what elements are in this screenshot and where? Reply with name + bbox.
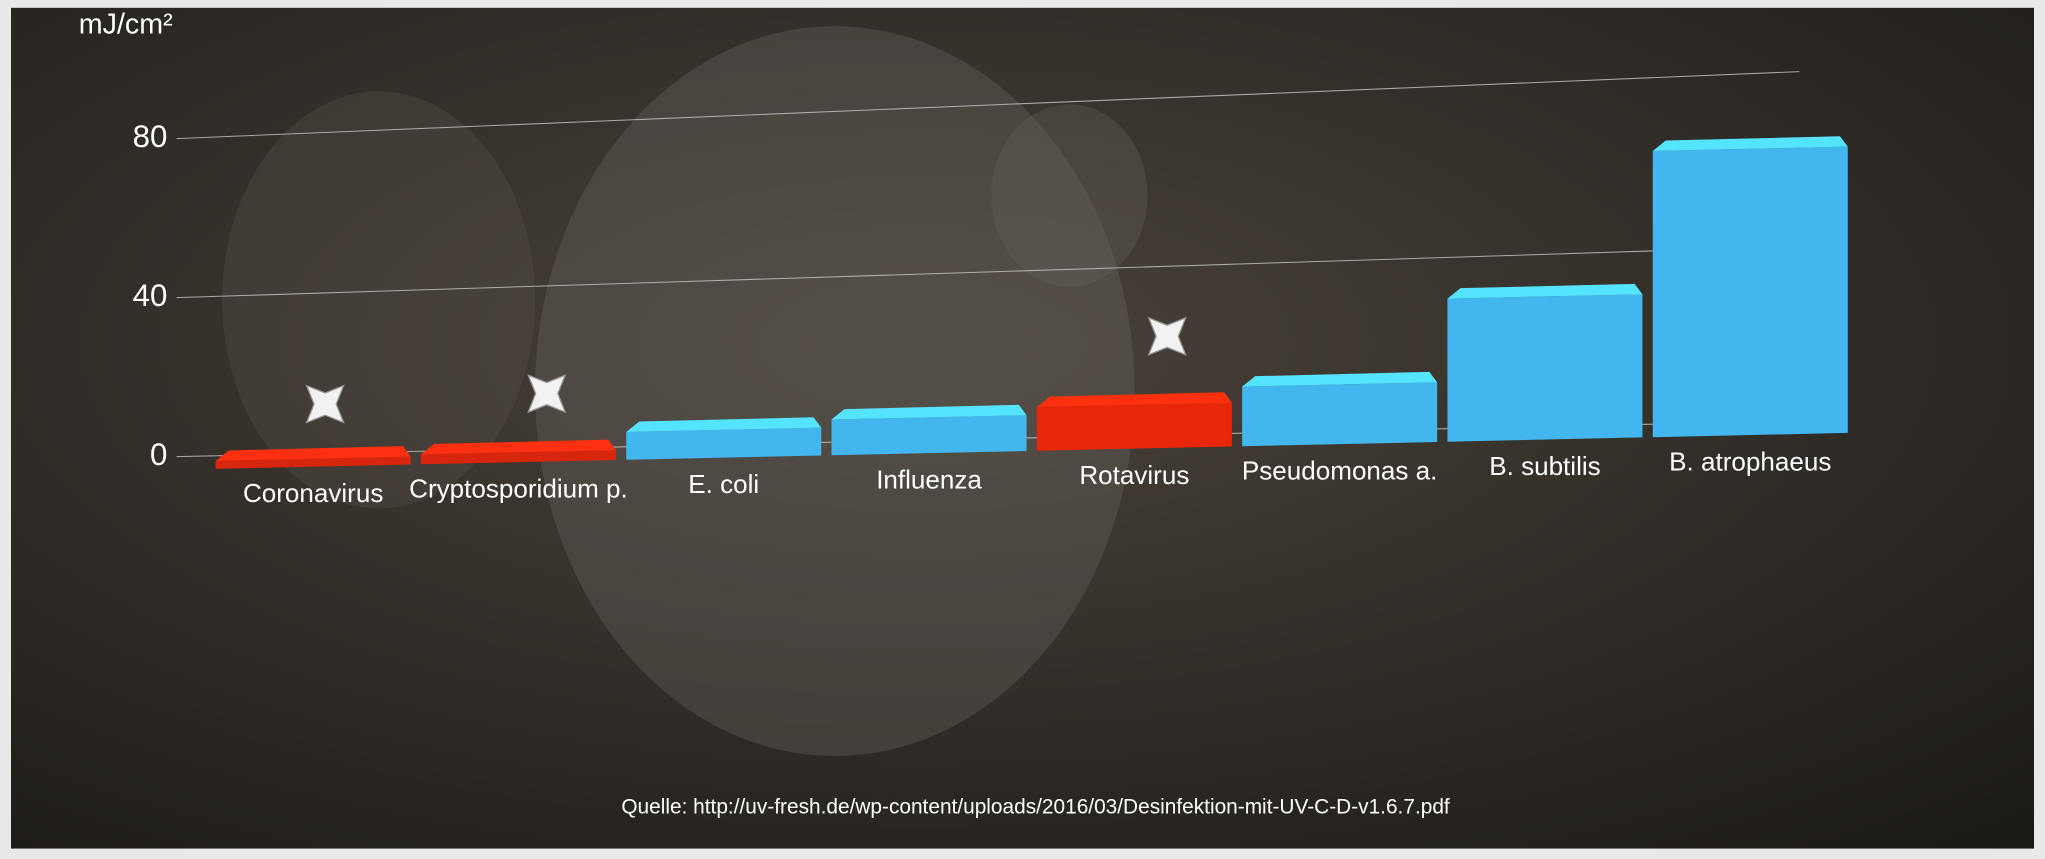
x-tick-label: B. subtilis [1489,451,1600,481]
bar [1242,382,1437,446]
bar [1653,147,1848,438]
photo-shape [991,104,1147,286]
x-tick-label: Cryptosporidium p. [409,474,628,504]
chart: mJ/cm² Quelle: http://uv-fresh.de/wp-con… [0,0,2045,859]
x-tick-label: Rotavirus [1079,460,1189,490]
bar [832,415,1027,455]
bar [626,428,821,460]
source-note: Quelle: http://uv-fresh.de/wp-content/up… [621,796,1450,819]
x-tick-label: E. coli [688,469,759,499]
x-tick-label: Coronavirus [243,478,383,508]
x-tick-label: B. atrophaeus [1669,447,1831,477]
y-tick-label: 40 [133,278,168,313]
y-tick-label: 80 [133,119,168,154]
x-tick-label: Influenza [876,465,982,495]
y-axis-unit: mJ/cm² [79,9,173,41]
y-tick-label: 0 [150,437,167,472]
bar [1037,403,1232,451]
page: {"chart_data": {"type": "bar3d", "y_labe… [0,0,2045,859]
x-tick-label: Pseudomonas a. [1242,456,1437,486]
bar [1447,294,1642,441]
